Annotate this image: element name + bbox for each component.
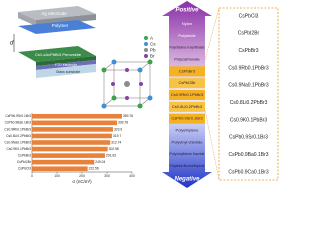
connector [204,7,220,61]
legend-swatch [144,54,148,58]
legend-label: Cs [150,42,156,47]
perovskite [18,46,96,62]
legend-swatch [144,48,148,52]
layer-label: Polymer [52,23,69,28]
highlight [169,101,205,112]
device [13,6,96,78]
layer-label: Cs1-xAxPbBr3 Perovskite [35,52,82,57]
perovskite-item: Cs0.8Li0.2PbBr3 [230,100,268,106]
negative-label: Negative [174,177,200,183]
value-label: 291.63 [106,153,116,157]
highlight [169,78,205,89]
y-tick-label: Cs0.9Na0.1PbBr3 [4,140,31,144]
positive-label: Positive [175,8,199,14]
highlight [169,66,205,77]
y-tick-label: CsPbBr3 [18,153,31,157]
legend-label: Br [150,54,155,59]
series-item: Polyvinylidene fluoride [170,151,206,156]
y-tick-label: Cs0.9K0.1PbBr3 [6,147,31,151]
perovskite-box [218,7,279,181]
series-item: Polytetra fluoroethylene [170,163,206,168]
bar [32,159,95,165]
figure: Ag electrode Polymer Cs1-xAxPbBr3 Perovs… [4,1,279,188]
fto [36,60,96,70]
connector [204,109,220,181]
highlight [169,90,205,100]
perovskite-item: CsPbCl3 [239,13,259,19]
polymer [18,20,96,34]
y-tick-label: CsPb0.9Ba0.1Br3 [5,121,32,125]
perovskite-item: Cs0.9Na0.1PbBr3 [228,83,269,89]
x-tick-label: 400 [129,174,135,178]
value-label: 312.74 [111,140,121,144]
series-item: CsPb0.9Sr0.1Br3 [171,116,203,121]
perovskite-item: CsPb0.9Ba0.1Br3 [228,152,268,158]
perovskite-item: Cs0.9Rb0.1PbBr3 [228,65,269,71]
series-item: Polyethylene [176,128,200,133]
bar [32,166,88,172]
series-item: Polyvinyl chloride [172,139,204,144]
y-tick-label: Cs0.8Li0.2PbBr3 [6,134,31,138]
layer-label: FTO electrode [55,63,77,67]
bar [32,153,105,158]
value-label: 319.7 [113,134,121,138]
series-item: Polyethylene terephthalate [170,45,206,50]
ag-front [18,12,36,26]
series-item: CsPbI2Br [178,80,196,85]
series-item: Polyimide [178,33,196,38]
layer-label: Ag electrode [41,11,67,16]
y-tick-label: CsPbI2Br [17,160,32,164]
legend-swatch [144,42,148,46]
y-tick-label: CsPb0.9Sr0.1Br3 [5,114,31,118]
x-tick-label: 0 [31,174,33,178]
perovskite-item: Cs0.9K0.1PbBr3 [230,117,267,123]
series-item: Polycarbonate [174,57,200,62]
gap-label: d [10,41,14,47]
bar [32,120,117,126]
perovskite-item: CsPbI2Br [238,31,260,37]
bar [32,113,122,119]
value-label: 249.04 [95,160,105,164]
highlight [169,113,205,124]
value-label: 323.9 [114,127,122,131]
series-item: Nylon [182,21,192,26]
atoms [101,59,153,109]
ag-slab [18,6,96,20]
x-tick-label: 200 [79,174,85,178]
glass [36,64,96,78]
x-axis-title: σ (nC/m²) [72,179,92,184]
value-label: 339.78 [118,121,128,125]
layer-label: Glass substrate [56,70,80,74]
value-label: 302.58 [109,147,119,151]
legend-label: Pb [150,48,156,53]
value-label: 222.56 [89,167,99,171]
series-item: CsPbBr3 [179,68,196,73]
legend-label: A [150,36,153,41]
series-item: Cs0.9Rb0.1PbBr3 [171,92,204,97]
series-item: Cs0.8Li0.2PbBr3 [172,104,203,109]
perovskite-item: CsPbBr3 [238,48,258,54]
x-tick-label: 300 [104,174,110,178]
bar [32,133,112,139]
perovskite-item: CsPb0.9Ca0.1Br3 [228,169,269,175]
bar [32,127,113,132]
perovskite-item: CsPb0.9Sr0.1Br3 [229,135,268,141]
value-label: 359.76 [123,114,133,118]
bar [32,146,108,152]
y-tick-label: Cs0.9Rb0.1PbBr3 [4,127,31,131]
x-tick-label: 100 [54,174,60,178]
perovskite-side [36,56,96,66]
legend-swatch [144,36,148,40]
bar [32,140,111,145]
y-tick-label: CsPbCl3 [18,167,31,171]
